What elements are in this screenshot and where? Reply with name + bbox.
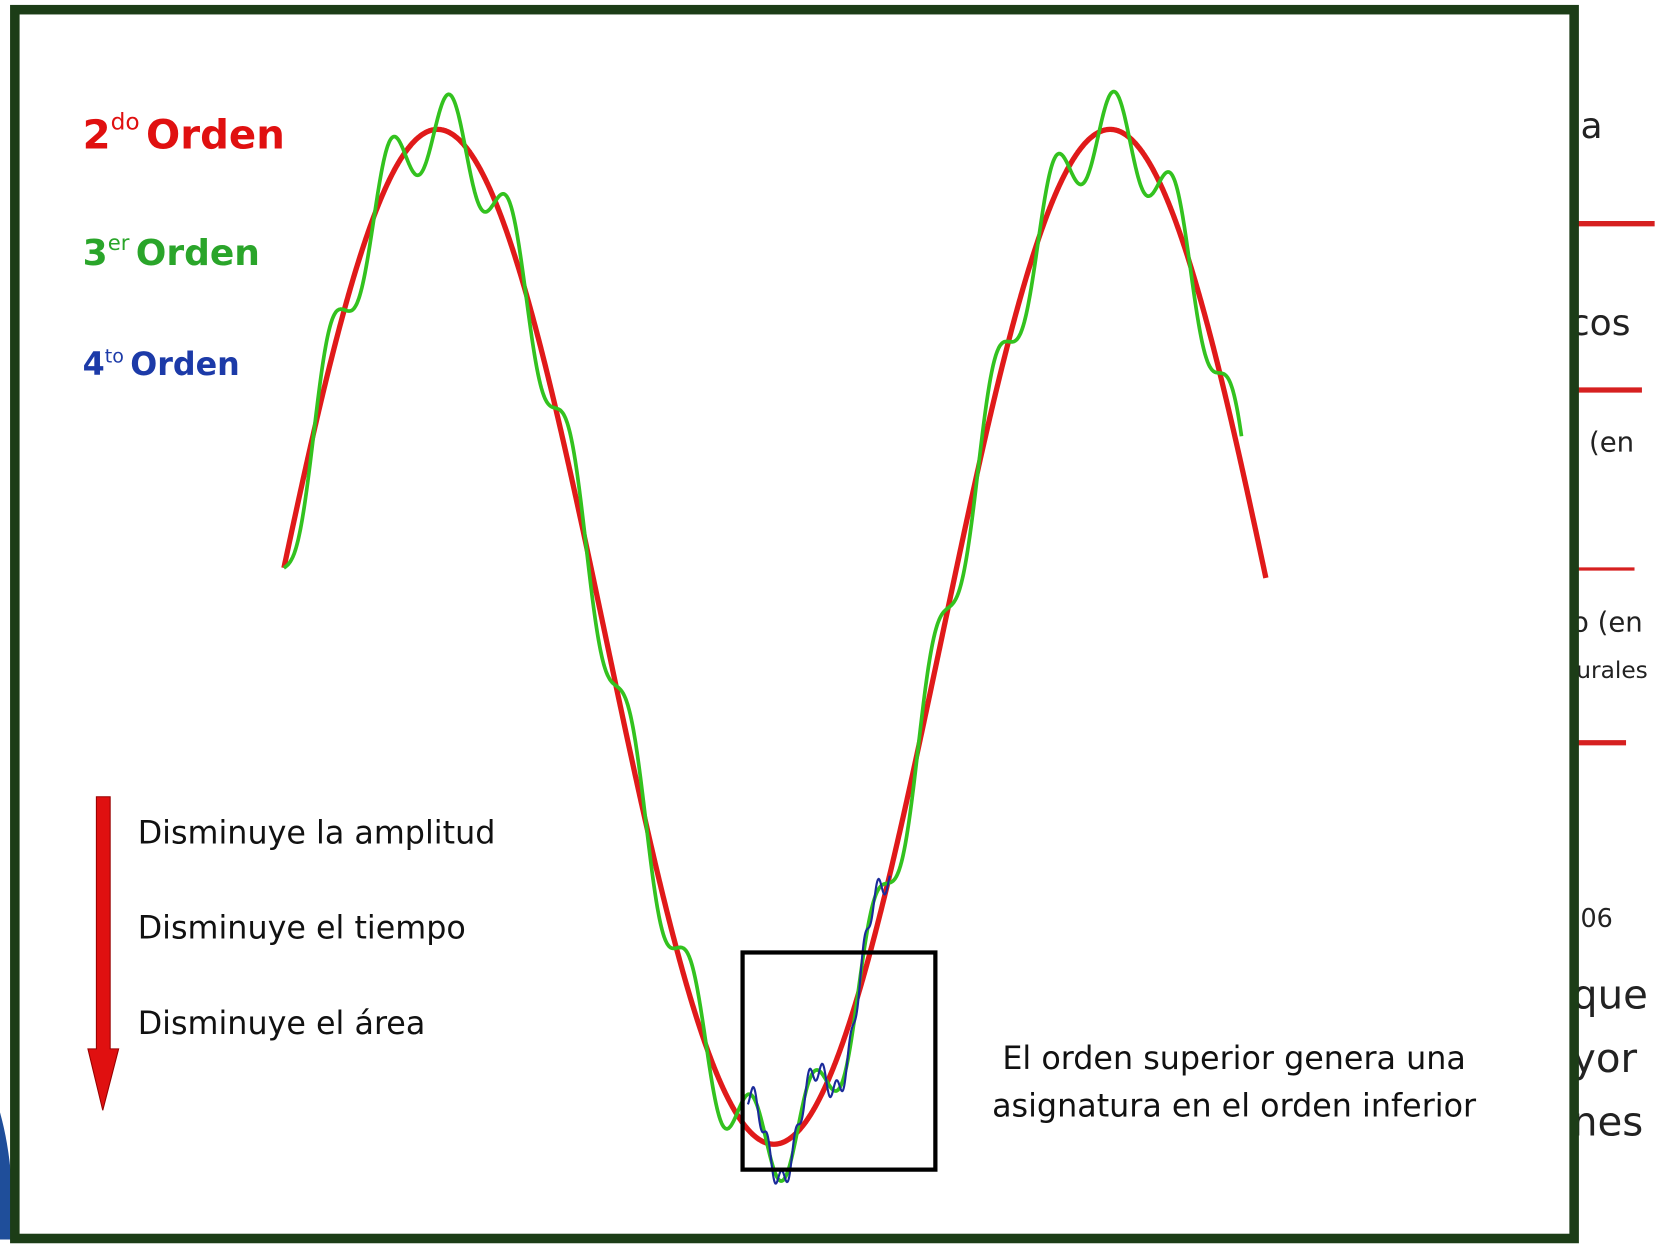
legend-third-order: 3er Orden	[83, 230, 260, 274]
curves	[281, 89, 1269, 1185]
fragment: que	[1572, 973, 1648, 1019]
legend-number: 3	[83, 233, 108, 274]
fragment: urales	[1576, 657, 1648, 684]
legend-sup: do	[111, 108, 140, 135]
legend-number: 4	[83, 347, 105, 383]
legend-sup: er	[108, 230, 130, 255]
fragment: (en	[1589, 426, 1634, 458]
wave	[746, 875, 891, 1185]
arrow-note: Disminuye el área	[138, 1006, 426, 1042]
arrow-note: Disminuye la amplitud	[138, 815, 496, 851]
legend-label: Orden	[136, 233, 260, 274]
fragment: nes	[1572, 1100, 1643, 1146]
fragment: yor	[1572, 1036, 1637, 1082]
legend-fourth-order: 4to Orden	[83, 345, 240, 383]
arrow-note: Disminuye el tiempo	[138, 911, 466, 947]
zoom-box	[740, 950, 938, 1172]
background-slide: a cos (en o (en urales 06 que yor nes	[0, 106, 1655, 1240]
background-shape	[0, 1112, 13, 1240]
note: asignatura en el orden inferior	[992, 1089, 1477, 1125]
wave	[282, 89, 1244, 1183]
legend-label: Orden	[130, 347, 240, 383]
legend-label: Orden	[146, 112, 285, 158]
fragment: a	[1580, 106, 1602, 147]
legend-second-order: 2do Orden	[83, 108, 285, 158]
note: El orden superior genera una	[1002, 1041, 1465, 1077]
fragment: 06	[1580, 903, 1612, 933]
wave	[281, 126, 1269, 1147]
fragment: cos	[1570, 303, 1631, 344]
down-arrow	[87, 796, 120, 1111]
fragment: o (en	[1572, 607, 1643, 639]
frame	[10, 4, 1579, 1244]
legend-number: 2	[83, 112, 111, 158]
legend-sup: to	[105, 345, 124, 367]
